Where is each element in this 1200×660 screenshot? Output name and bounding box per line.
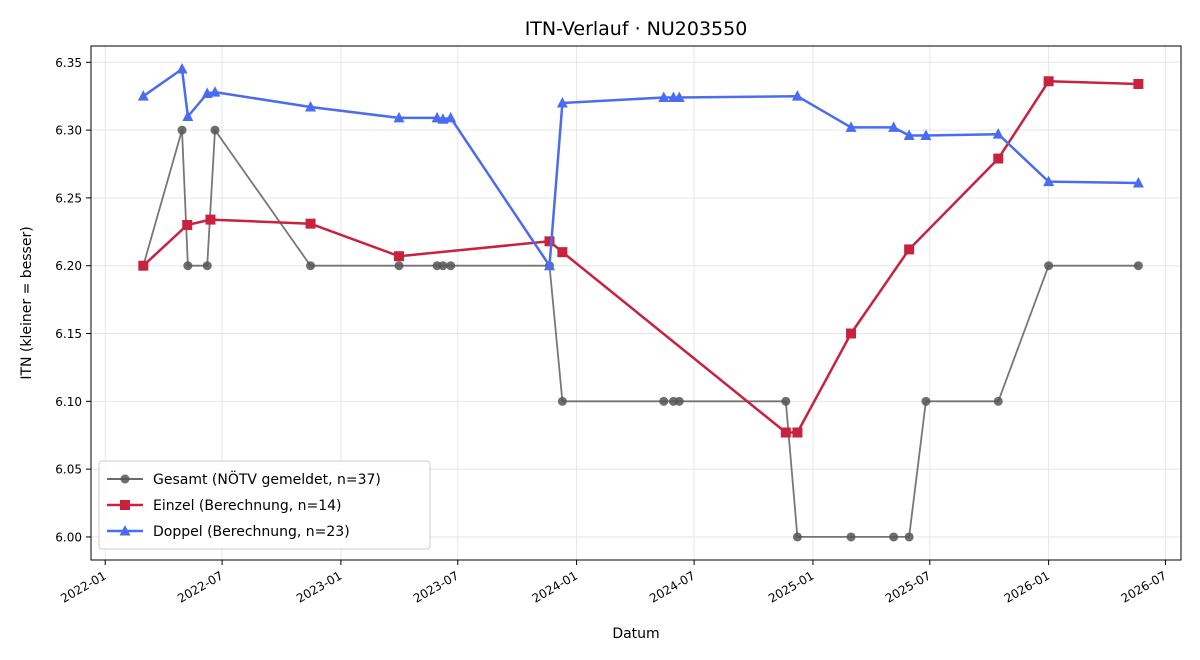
legend-box: [98, 460, 431, 550]
plot-frame: [90, 45, 1182, 561]
data-point: [1043, 76, 1054, 87]
x-axis-label: Datum: [612, 626, 659, 642]
data-point: [446, 261, 456, 271]
data-point: [438, 261, 448, 271]
y-tick-label: 6.15: [55, 327, 82, 341]
series-2: [138, 76, 1144, 438]
chart-title: ITN-Verlauf · NU203550: [525, 18, 748, 40]
data-point: [792, 532, 802, 542]
data-point: [845, 121, 857, 132]
legend-label: Einzel (Berechnung, n=14): [153, 498, 342, 514]
data-point: [993, 153, 1004, 164]
data-point: [992, 128, 1004, 139]
data-point: [781, 396, 791, 406]
data-point: [201, 87, 213, 98]
x-tick-label: 2023-07: [411, 568, 461, 605]
data-point: [889, 532, 899, 542]
legend-label: Doppel (Berechnung, n=23): [153, 524, 350, 540]
legend-marker: [120, 474, 130, 484]
data-point: [544, 236, 555, 247]
x-tick-label: 2025-07: [883, 568, 933, 605]
data-point: [138, 260, 149, 271]
y-tick-label: 6.20: [55, 259, 82, 273]
y-tick-label: 6.00: [55, 530, 82, 544]
series-3: [137, 63, 1144, 271]
x-tick-label: 2024-07: [647, 568, 697, 605]
data-point: [137, 90, 149, 101]
data-point: [182, 110, 194, 122]
x-tick-label: 2022-01: [58, 568, 108, 605]
data-point: [1043, 175, 1055, 187]
x-tick-label: 2026-07: [1119, 568, 1169, 605]
data-point: [445, 111, 457, 123]
series-line: [142, 80, 1139, 434]
data-point: [659, 396, 669, 406]
data-point: [394, 261, 404, 271]
data-point: [1132, 176, 1144, 188]
y-axis: 6.00 6.05 6.10 6.15 6.20 6.25 6.30 6.35: [55, 56, 91, 544]
x-tick-label: 2025-01: [766, 568, 816, 605]
x-tick-label: 2022-07: [175, 568, 225, 605]
data-point: [305, 218, 316, 229]
data-point: [904, 532, 914, 542]
legend: Gesamt (NÖTV gemeldet, n=37) Einzel (Bere…: [98, 460, 431, 550]
data-point: [210, 125, 220, 135]
data-point: [920, 129, 932, 141]
data-point: [205, 214, 216, 225]
data-point: [674, 396, 684, 406]
data-point: [792, 427, 803, 438]
data-point: [182, 220, 193, 231]
y-tick-label: 6.05: [55, 463, 82, 477]
data-point: [437, 113, 449, 124]
series-line: [142, 129, 1139, 538]
data-point: [658, 91, 670, 103]
data-point: [305, 101, 317, 112]
legend-marker: [120, 500, 130, 510]
data-point: [1133, 261, 1143, 271]
data-point: [791, 90, 803, 101]
legend-marker: [119, 525, 131, 536]
y-tick-label: 6.30: [55, 124, 82, 138]
data-point: [209, 86, 221, 97]
data-point: [921, 396, 931, 406]
data-point: [543, 259, 555, 271]
x-tick-label: 2023-01: [294, 568, 344, 605]
data-point: [846, 328, 857, 339]
series-1: [138, 125, 1143, 542]
data-point: [202, 261, 212, 271]
data-point: [1133, 78, 1144, 89]
data-point: [903, 129, 915, 141]
x-tick-label: 2026-01: [1002, 568, 1052, 605]
series-layer: [137, 63, 1144, 542]
data-point: [183, 261, 193, 271]
data-point: [846, 532, 856, 542]
x-axis: 2022-01 2022-07 2023-01 2023-07 2024-01 2024-…: [58, 560, 1169, 606]
y-tick-label: 6.25: [55, 191, 82, 205]
data-point: [904, 244, 915, 255]
data-point: [393, 111, 405, 123]
y-axis-label: ITN (kleiner = besser): [19, 226, 35, 379]
data-point: [557, 247, 568, 258]
y-tick-label: 6.35: [55, 56, 82, 70]
data-point: [993, 396, 1003, 406]
data-point: [177, 125, 187, 135]
data-point: [176, 63, 188, 74]
data-point: [673, 91, 685, 103]
x-tick-label: 2024-01: [530, 568, 580, 605]
legend-label: Gesamt (NÖTV gemeldet, n=37): [153, 470, 381, 488]
data-point: [1044, 261, 1054, 271]
data-point: [557, 396, 567, 406]
data-point: [556, 96, 568, 108]
data-point: [888, 121, 900, 132]
y-tick-label: 6.10: [55, 395, 82, 409]
data-point: [394, 251, 405, 262]
data-point: [780, 427, 791, 438]
data-point: [306, 261, 316, 271]
